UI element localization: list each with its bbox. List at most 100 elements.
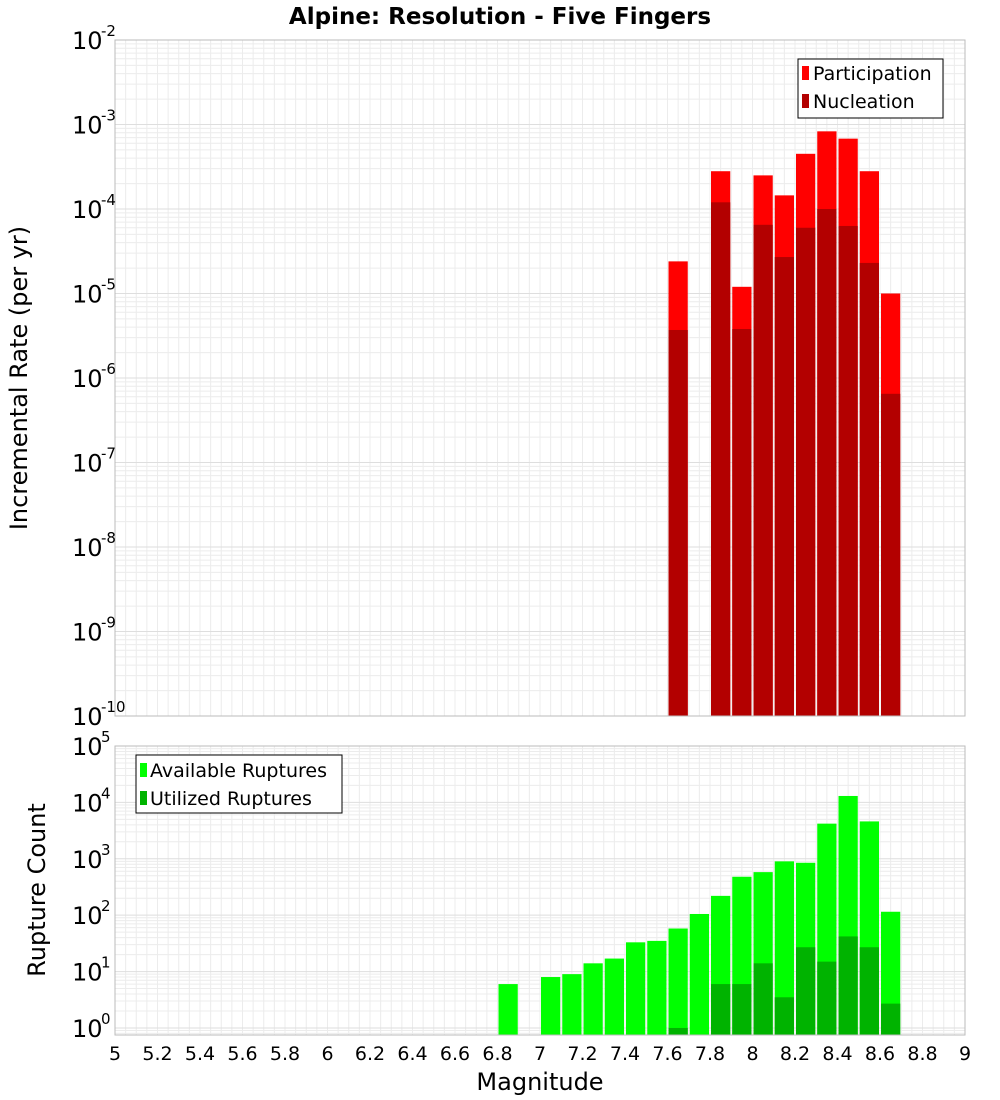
top-y-axis-label: Incremental Rate (per yr): [5, 226, 33, 530]
x-tick-label: 5.2: [142, 1043, 172, 1065]
bar-nucleation: [668, 329, 688, 716]
legend-swatch-participation: [802, 66, 809, 80]
y-tick-label: 10: [72, 450, 103, 478]
y-tick-label: 10: [72, 902, 103, 930]
bar-nucleation: [817, 209, 837, 716]
y-tick-label: 10: [72, 112, 103, 140]
y-tick-label: 10: [72, 789, 103, 817]
x-tick-label: 7: [534, 1043, 546, 1065]
x-tick-label: 8.2: [780, 1043, 810, 1065]
x-tick-label: 8.4: [822, 1043, 852, 1065]
x-tick-label: 7.2: [567, 1043, 597, 1065]
y-tick-exponent: 4: [101, 784, 111, 802]
bar-utilized-ruptures: [817, 961, 837, 1035]
bar-nucleation: [796, 227, 816, 716]
y-tick-label: 10: [72, 733, 103, 761]
bottom-legend-box: [135, 754, 343, 814]
bar-nucleation: [838, 225, 858, 716]
legend-label-nucleation: Nucleation: [813, 91, 915, 113]
bottom-legend: Available Ruptures Utilized Ruptures: [135, 754, 343, 814]
chart-title: Alpine: Resolution - Five Fingers: [289, 4, 711, 30]
y-tick-label: 10: [72, 959, 103, 987]
bottom-plot-border: [114, 745, 966, 1036]
y-tick-label: 10: [72, 1015, 103, 1043]
x-tick-label: 7.4: [610, 1043, 640, 1065]
legend-swatch-nucleation: [802, 94, 809, 108]
top-legend-box: [797, 58, 944, 119]
bar-nucleation: [711, 202, 731, 716]
legend-label-participation: Participation: [813, 63, 932, 85]
y-tick-label: 10: [72, 365, 103, 393]
y-tick-exponent: -2: [101, 22, 116, 40]
x-tick-label: 6.4: [397, 1043, 427, 1065]
bar-available-ruptures: [626, 942, 646, 1035]
y-tick-exponent: -8: [101, 529, 116, 547]
bar-nucleation: [859, 262, 879, 716]
bar-utilized-ruptures: [711, 984, 731, 1035]
legend-swatch-utilized: [140, 791, 147, 805]
y-tick-exponent: -10: [101, 698, 126, 716]
bar-available-ruptures: [647, 940, 667, 1035]
y-tick-exponent: -6: [101, 360, 116, 378]
bar-available-ruptures: [774, 861, 794, 1035]
bar-utilized-ruptures: [838, 936, 858, 1035]
y-tick-exponent: -4: [101, 191, 116, 209]
bar-utilized-ruptures: [881, 1003, 901, 1035]
top-bars: [668, 131, 901, 717]
bar-available-ruptures: [562, 974, 582, 1035]
y-tick-exponent: -7: [101, 445, 116, 463]
x-tick-label: 8.6: [865, 1043, 895, 1065]
x-tick-label: 6.6: [440, 1043, 470, 1065]
x-tick-label: 5.6: [227, 1043, 257, 1065]
bar-utilized-ruptures: [753, 963, 773, 1035]
x-axis-label: Magnitude: [476, 1068, 603, 1096]
y-tick-label: 10: [72, 703, 103, 731]
top-plot-border: [114, 39, 966, 717]
bar-nucleation: [774, 257, 794, 716]
bar-nucleation: [753, 224, 773, 716]
x-tick-label: 7.8: [695, 1043, 725, 1065]
bar-available-ruptures: [541, 977, 561, 1035]
bar-utilized-ruptures: [668, 1027, 688, 1035]
y-tick-exponent: 0: [101, 1010, 111, 1028]
top-legend: Participation Nucleation: [797, 58, 944, 119]
x-tick-label: 9: [959, 1043, 971, 1065]
bar-available-ruptures: [689, 913, 709, 1035]
bar-nucleation: [732, 329, 752, 716]
bar-available-ruptures: [498, 984, 518, 1035]
top-grid: [115, 40, 965, 716]
y-tick-label: 10: [72, 196, 103, 224]
bar-utilized-ruptures: [859, 947, 879, 1035]
bar-available-ruptures: [604, 958, 624, 1035]
x-tick-label: 5.8: [270, 1043, 300, 1065]
y-tick-exponent: -5: [101, 276, 116, 294]
x-tick-label: 6.2: [355, 1043, 385, 1065]
x-tick-label: 8.8: [907, 1043, 937, 1065]
x-tick-label: 5.4: [185, 1043, 215, 1065]
x-tick-label: 5: [109, 1043, 121, 1065]
y-tick-label: 10: [72, 846, 103, 874]
y-tick-exponent: -3: [101, 107, 116, 125]
y-tick-label: 10: [72, 281, 103, 309]
x-tick-label: 6: [321, 1043, 333, 1065]
y-tick-exponent: -9: [101, 614, 116, 632]
bar-available-ruptures: [668, 928, 688, 1035]
bar-available-ruptures: [583, 963, 603, 1035]
bottom-y-axis-label: Rupture Count: [23, 803, 51, 977]
y-tick-label: 10: [72, 27, 103, 55]
bar-utilized-ruptures: [732, 984, 752, 1035]
bottom-bars: [498, 795, 901, 1035]
legend-swatch-available: [140, 763, 147, 777]
y-tick-exponent: 5: [101, 728, 111, 746]
x-tick-label: 6.8: [482, 1043, 512, 1065]
bar-nucleation: [881, 393, 901, 716]
x-tick-label: 7.6: [652, 1043, 682, 1065]
bar-utilized-ruptures: [774, 997, 794, 1035]
y-tick-exponent: 2: [101, 897, 111, 915]
x-tick-labels: 5 5.2 5.4 5.6 5.8 6 6.2 6.4 6.6 6.8 7 7.2 7.4 7.6 7.8 8…: [109, 1043, 971, 1065]
